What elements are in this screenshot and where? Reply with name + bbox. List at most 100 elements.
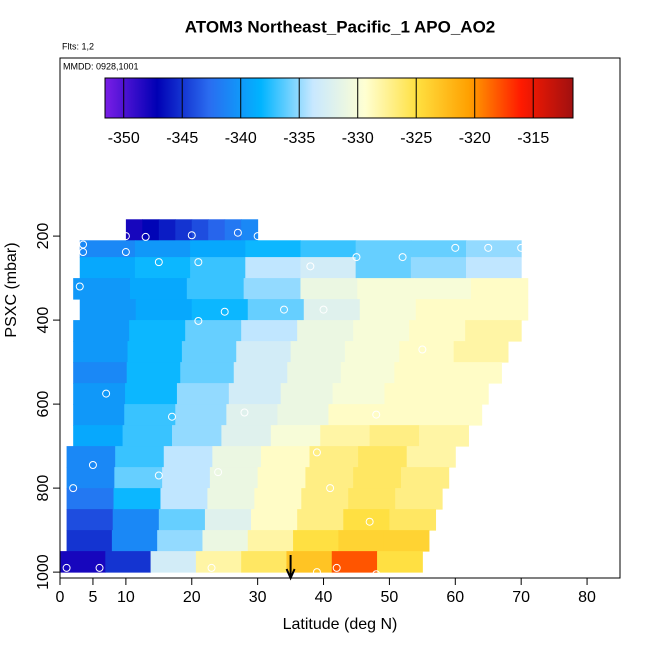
heat-cell — [125, 219, 143, 241]
heat-cell — [260, 446, 311, 468]
observation-point — [154, 258, 163, 267]
x-tick-label: 30 — [249, 589, 267, 606]
observation-point — [451, 243, 460, 252]
observation-point — [398, 253, 407, 262]
heat-cell — [300, 257, 357, 279]
y-axis-label: PSXC (mbar) — [3, 242, 20, 337]
observation-point — [154, 471, 163, 480]
heat-cell — [297, 509, 344, 531]
observation-point — [62, 563, 71, 572]
annotation: Flts: 1,2 — [62, 41, 94, 51]
observation-point — [187, 231, 196, 240]
heat-cell — [353, 467, 402, 489]
heat-cell — [241, 551, 287, 573]
heat-cell — [286, 551, 333, 573]
heat-cell — [300, 278, 358, 300]
heat-cell — [135, 299, 193, 321]
heat-cell — [384, 383, 437, 405]
heat-cell — [130, 278, 188, 300]
observation-point — [95, 563, 104, 572]
heat-cell — [134, 240, 191, 258]
heat-cell — [290, 341, 346, 363]
x-tick-label: 20 — [183, 589, 201, 606]
heat-cell — [125, 383, 178, 405]
y-tick-label: 600 — [35, 391, 52, 418]
observation-point — [207, 563, 216, 572]
heat-cell — [113, 488, 161, 510]
heat-cell — [73, 320, 130, 342]
heat-cell — [409, 320, 466, 342]
heat-cell — [287, 362, 342, 384]
heat-cell — [204, 509, 252, 531]
x-tick-label: 40 — [315, 589, 333, 606]
heat-cell — [430, 404, 483, 426]
x-tick-label: 5 — [88, 589, 97, 606]
heat-cell — [134, 257, 191, 279]
heat-cell — [190, 257, 246, 279]
heat-cell — [150, 551, 197, 573]
heat-cell — [172, 425, 222, 447]
x-tick-label: 70 — [512, 589, 530, 606]
x-tick-label: 50 — [381, 589, 399, 606]
heat-cell — [300, 240, 357, 258]
heat-cell — [191, 299, 249, 321]
observation-point — [326, 484, 335, 493]
heat-cell — [73, 362, 128, 384]
observation-point — [79, 240, 88, 249]
heat-cell — [73, 425, 124, 447]
heat-cell — [277, 404, 329, 426]
heat-cell — [105, 551, 152, 573]
heat-cell — [124, 404, 176, 426]
observation-point — [102, 389, 111, 398]
heat-cell — [186, 278, 245, 300]
heat-cell — [202, 530, 249, 552]
heat-cell — [175, 404, 227, 426]
heat-cell — [160, 488, 208, 510]
heat-cell — [60, 551, 106, 573]
heat-cell — [394, 362, 449, 384]
heat-cell — [245, 240, 301, 258]
heat-cell — [328, 404, 381, 426]
observation-point — [220, 307, 229, 316]
observation-point — [312, 568, 321, 577]
y-tick-label: 800 — [35, 475, 52, 502]
heat-cell — [414, 278, 472, 300]
observation-point — [69, 484, 78, 493]
heat-cell — [389, 509, 437, 531]
heat-cell — [355, 257, 412, 279]
heat-cell — [466, 257, 522, 279]
heat-cell — [410, 257, 467, 279]
heat-cell — [207, 488, 255, 510]
observation-point — [319, 305, 328, 314]
heat-cell — [122, 425, 173, 447]
observation-point — [121, 248, 130, 257]
observation-point — [79, 248, 88, 257]
heat-cell — [115, 446, 165, 468]
heat-cell — [410, 240, 467, 258]
heat-cell — [301, 488, 349, 510]
heat-cell — [142, 219, 160, 241]
heat-cell — [303, 299, 361, 321]
heat-cell — [395, 488, 443, 510]
observation-point — [194, 258, 203, 267]
heat-cell — [254, 488, 302, 510]
y-tick-label: 400 — [35, 307, 52, 334]
heat-cell — [176, 383, 230, 405]
heat-cell — [158, 219, 176, 241]
observation-point — [484, 243, 493, 252]
heat-cell — [181, 341, 237, 363]
heat-cell — [332, 383, 385, 405]
heat-cell — [114, 467, 163, 489]
heat-cell — [233, 362, 288, 384]
observation-point — [121, 232, 130, 241]
observation-point — [194, 316, 203, 325]
heat-cell — [162, 467, 211, 489]
heat-cell — [221, 425, 272, 447]
heat-cell — [447, 362, 502, 384]
colorbar-tick-label: -330 — [342, 130, 374, 147]
heat-cell — [436, 383, 489, 405]
heat-cell — [79, 257, 136, 279]
heat-cell — [241, 219, 259, 241]
heat-cell — [257, 467, 306, 489]
